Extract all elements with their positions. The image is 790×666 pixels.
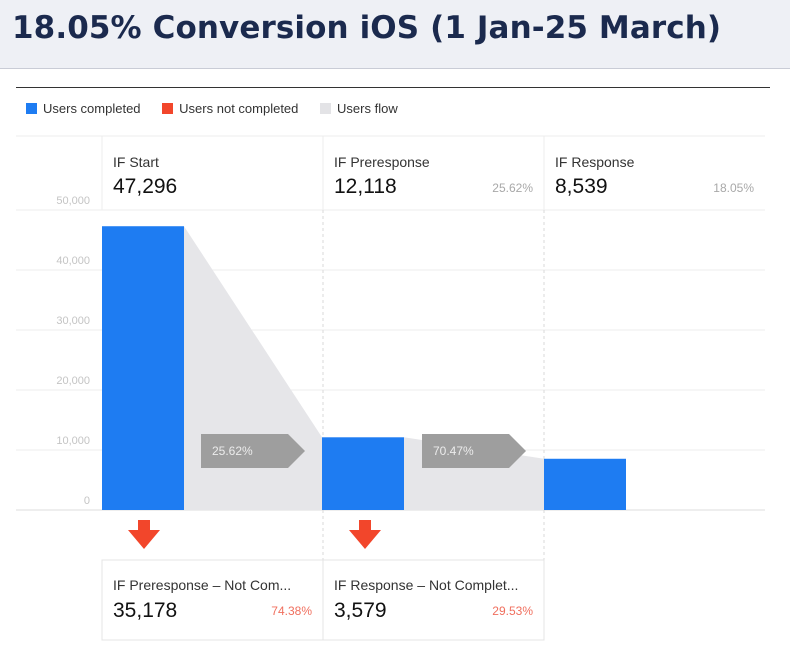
flow-tag — [201, 434, 305, 468]
chart-legend: Users completed Users not completed User… — [26, 101, 416, 116]
y-tick-label: 50,000 — [56, 195, 90, 207]
legend-swatch-completed — [26, 103, 37, 114]
legend-item-completed[interactable]: Users completed — [26, 101, 141, 116]
dropoff-percentage: 29.53% — [492, 604, 533, 618]
y-tick-label: 40,000 — [56, 255, 90, 267]
stage-name: IF Response — [555, 154, 635, 170]
dropoff-name: IF Response – Not Complet... — [334, 577, 518, 593]
dropoff-arrow-icon — [349, 520, 381, 549]
bar-completed[interactable] — [102, 226, 184, 510]
stage-value: 47,296 — [113, 175, 177, 198]
legend-swatch-not-completed — [162, 103, 174, 114]
legend-label-flow: Users flow — [337, 101, 398, 116]
legend-item-not-completed[interactable]: Users not completed — [162, 101, 298, 116]
stage-percentage: 18.05% — [713, 181, 754, 195]
stage-percentage: 25.62% — [492, 181, 533, 195]
bar-completed[interactable] — [322, 437, 404, 510]
legend-swatch-flow — [320, 103, 332, 114]
dropoff-name: IF Preresponse – Not Com... — [113, 577, 291, 593]
legend-label-not-completed: Users not completed — [179, 101, 299, 116]
y-tick-label: 30,000 — [56, 315, 90, 327]
bar-completed[interactable] — [544, 458, 626, 510]
legend-item-flow[interactable]: Users flow — [320, 101, 398, 116]
y-tick-label: 20,000 — [56, 375, 90, 387]
dropoff-arrow-icon — [128, 520, 160, 549]
stage-name: IF Start — [113, 154, 159, 170]
legend-label-completed: Users completed — [43, 101, 141, 116]
y-tick-label: 10,000 — [56, 435, 90, 447]
dropoff-value: 35,178 — [113, 599, 177, 622]
y-tick-label: 0 — [84, 495, 90, 507]
chart-top-rule — [16, 87, 770, 88]
flow-percentage-label: 25.62% — [212, 444, 253, 458]
dropoff-percentage: 74.38% — [271, 604, 312, 618]
stage-value: 12,118 — [334, 175, 397, 198]
dropoff-value: 3,579 — [334, 599, 387, 622]
page-title: 18.05% Conversion iOS (1 Jan-25 March) — [12, 10, 722, 46]
flow-tag — [422, 434, 526, 468]
flow-percentage-label: 70.47% — [433, 444, 474, 458]
stage-name: IF Preresponse — [334, 154, 430, 170]
stage-value: 8,539 — [555, 175, 608, 198]
header-bar: 18.05% Conversion iOS (1 Jan-25 March) — [0, 0, 790, 69]
